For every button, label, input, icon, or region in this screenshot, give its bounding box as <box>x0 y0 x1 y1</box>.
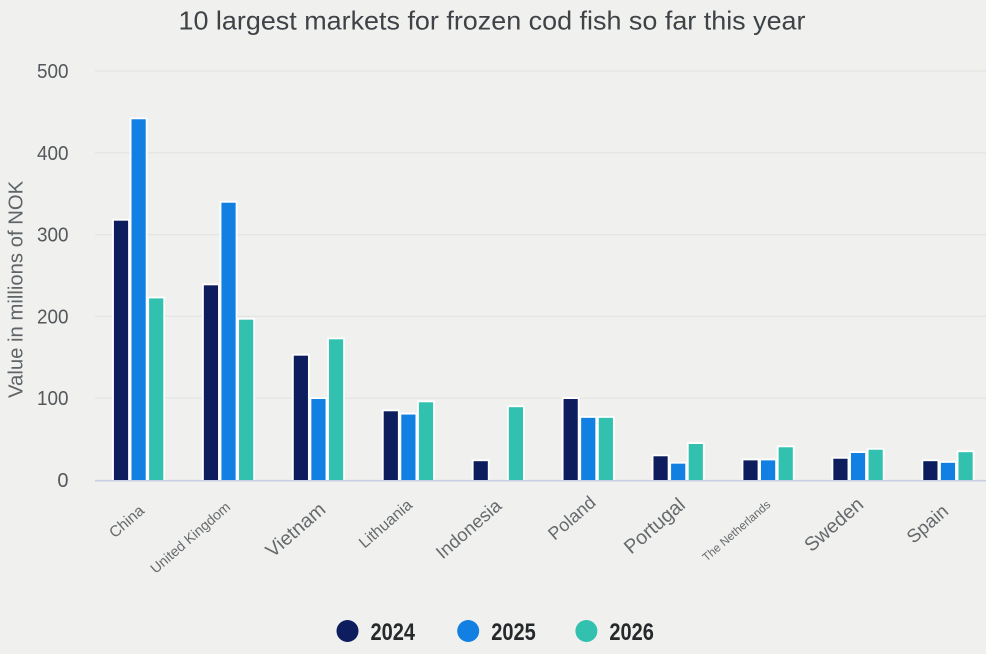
svg-text:2025: 2025 <box>491 619 536 646</box>
svg-text:2024: 2024 <box>371 619 416 646</box>
svg-text:500: 500 <box>37 61 69 83</box>
svg-text:100: 100 <box>37 388 69 410</box>
svg-text:10 largest markets for frozen: 10 largest markets for frozen cod fish s… <box>179 6 806 36</box>
svg-text:0: 0 <box>57 470 68 492</box>
svg-text:Value in millions of NOK: Value in millions of NOK <box>6 180 28 398</box>
svg-text:300: 300 <box>37 225 69 247</box>
svg-text:2026: 2026 <box>609 619 654 646</box>
svg-text:400: 400 <box>37 143 69 165</box>
svg-text:200: 200 <box>37 306 69 328</box>
